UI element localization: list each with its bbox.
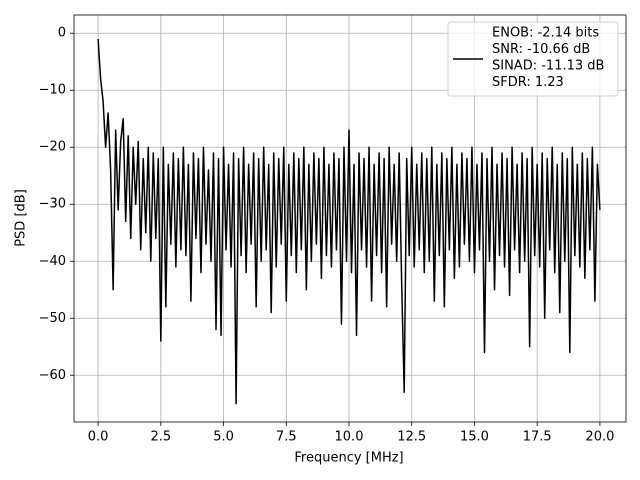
x-axis-label: Frequency [MHz] bbox=[294, 451, 403, 466]
y-tick-label: −50 bbox=[39, 311, 66, 326]
axes-frame bbox=[73, 14, 627, 423]
x-tick-label: 10.0 bbox=[335, 430, 364, 445]
y-tick-label: −40 bbox=[39, 254, 66, 269]
psd-line bbox=[97, 38, 601, 405]
y-tick-label: −60 bbox=[39, 368, 66, 383]
y-tick-label: −30 bbox=[39, 197, 66, 212]
x-tick-label: 0.0 bbox=[88, 430, 109, 445]
y-tick-label: −20 bbox=[39, 140, 66, 155]
x-tick-label: 5.0 bbox=[213, 430, 234, 445]
x-tick-label: 7.5 bbox=[276, 430, 297, 445]
ticks: 0.0 2.5 5.0 7.5 10.0 12.5 15.0 17.5 20.0 −60 −50 −4… bbox=[39, 26, 615, 445]
plot-area bbox=[97, 38, 601, 405]
x-tick-label: 2.5 bbox=[150, 430, 171, 445]
x-tick-label: 17.5 bbox=[523, 430, 552, 445]
x-tick-label: 15.0 bbox=[460, 430, 489, 445]
x-tick-label: 12.5 bbox=[397, 430, 426, 445]
legend-label: SINAD: -11.13 dB bbox=[492, 59, 604, 74]
legend-label: SFDR: 1.23 bbox=[492, 75, 564, 90]
y-tick-label: −10 bbox=[39, 83, 66, 98]
legend-box bbox=[447, 21, 619, 97]
y-axis-label: PSD [dB] bbox=[14, 189, 29, 247]
y-tick-label: 0 bbox=[58, 26, 66, 41]
legend-label: SNR: -10.66 dB bbox=[492, 42, 590, 57]
x-tick-label: 20.0 bbox=[585, 430, 614, 445]
legend-label: ENOB: -2.14 bits bbox=[492, 26, 599, 41]
